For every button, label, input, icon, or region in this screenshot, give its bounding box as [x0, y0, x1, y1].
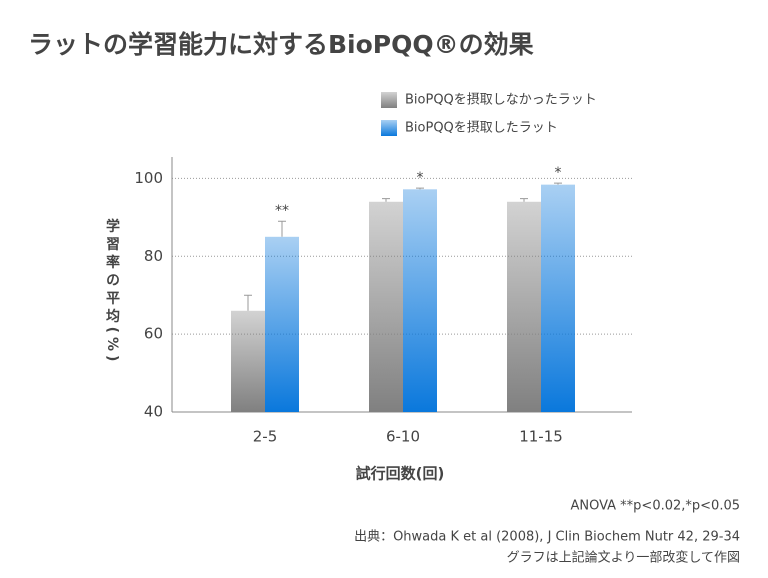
y-tick-label: 40: [144, 403, 163, 421]
bar: [507, 201, 541, 412]
legend-swatch: [381, 92, 397, 108]
source: 出典：Ohwada K et al (2008), J Clin Biochem…: [354, 530, 740, 545]
significance: **: [275, 203, 289, 219]
bar: [403, 189, 437, 412]
significance: *: [417, 170, 424, 186]
significance: *: [555, 165, 562, 181]
note: ANOVA **p<0.02,*p<0.05: [570, 499, 740, 514]
error-bar: [244, 294, 252, 311]
y-axis-label: 学習率の平均(%): [104, 218, 120, 366]
x-tick-label: 11-15: [519, 428, 563, 446]
x-axis-label: 試行回数(回): [356, 465, 445, 483]
error-bar: [278, 220, 286, 237]
bar: [231, 310, 265, 412]
legend-label: BioPQQを摂取したラット: [405, 120, 558, 136]
error-bar: [554, 182, 562, 185]
bar: [541, 184, 575, 412]
y-tick-label: 80: [144, 247, 163, 265]
source-note: グラフは上記論文より一部改変して作図: [507, 550, 740, 566]
legend-label: BioPQQを摂取しなかったラット: [405, 92, 597, 108]
bar: [265, 236, 299, 412]
chart-title: ラットの学習能力に対するBioPQQ®の効果: [28, 30, 534, 59]
y-tick-label: 60: [144, 325, 163, 343]
legend-swatch: [381, 120, 397, 136]
x-tick-label: 2-5: [253, 428, 278, 446]
error-bar: [520, 198, 528, 202]
error-bar: [416, 187, 424, 190]
bar: [369, 201, 403, 412]
y-tick-label: 100: [134, 169, 163, 187]
x-tick-label: 6-10: [386, 428, 420, 446]
error-bar: [382, 198, 390, 202]
